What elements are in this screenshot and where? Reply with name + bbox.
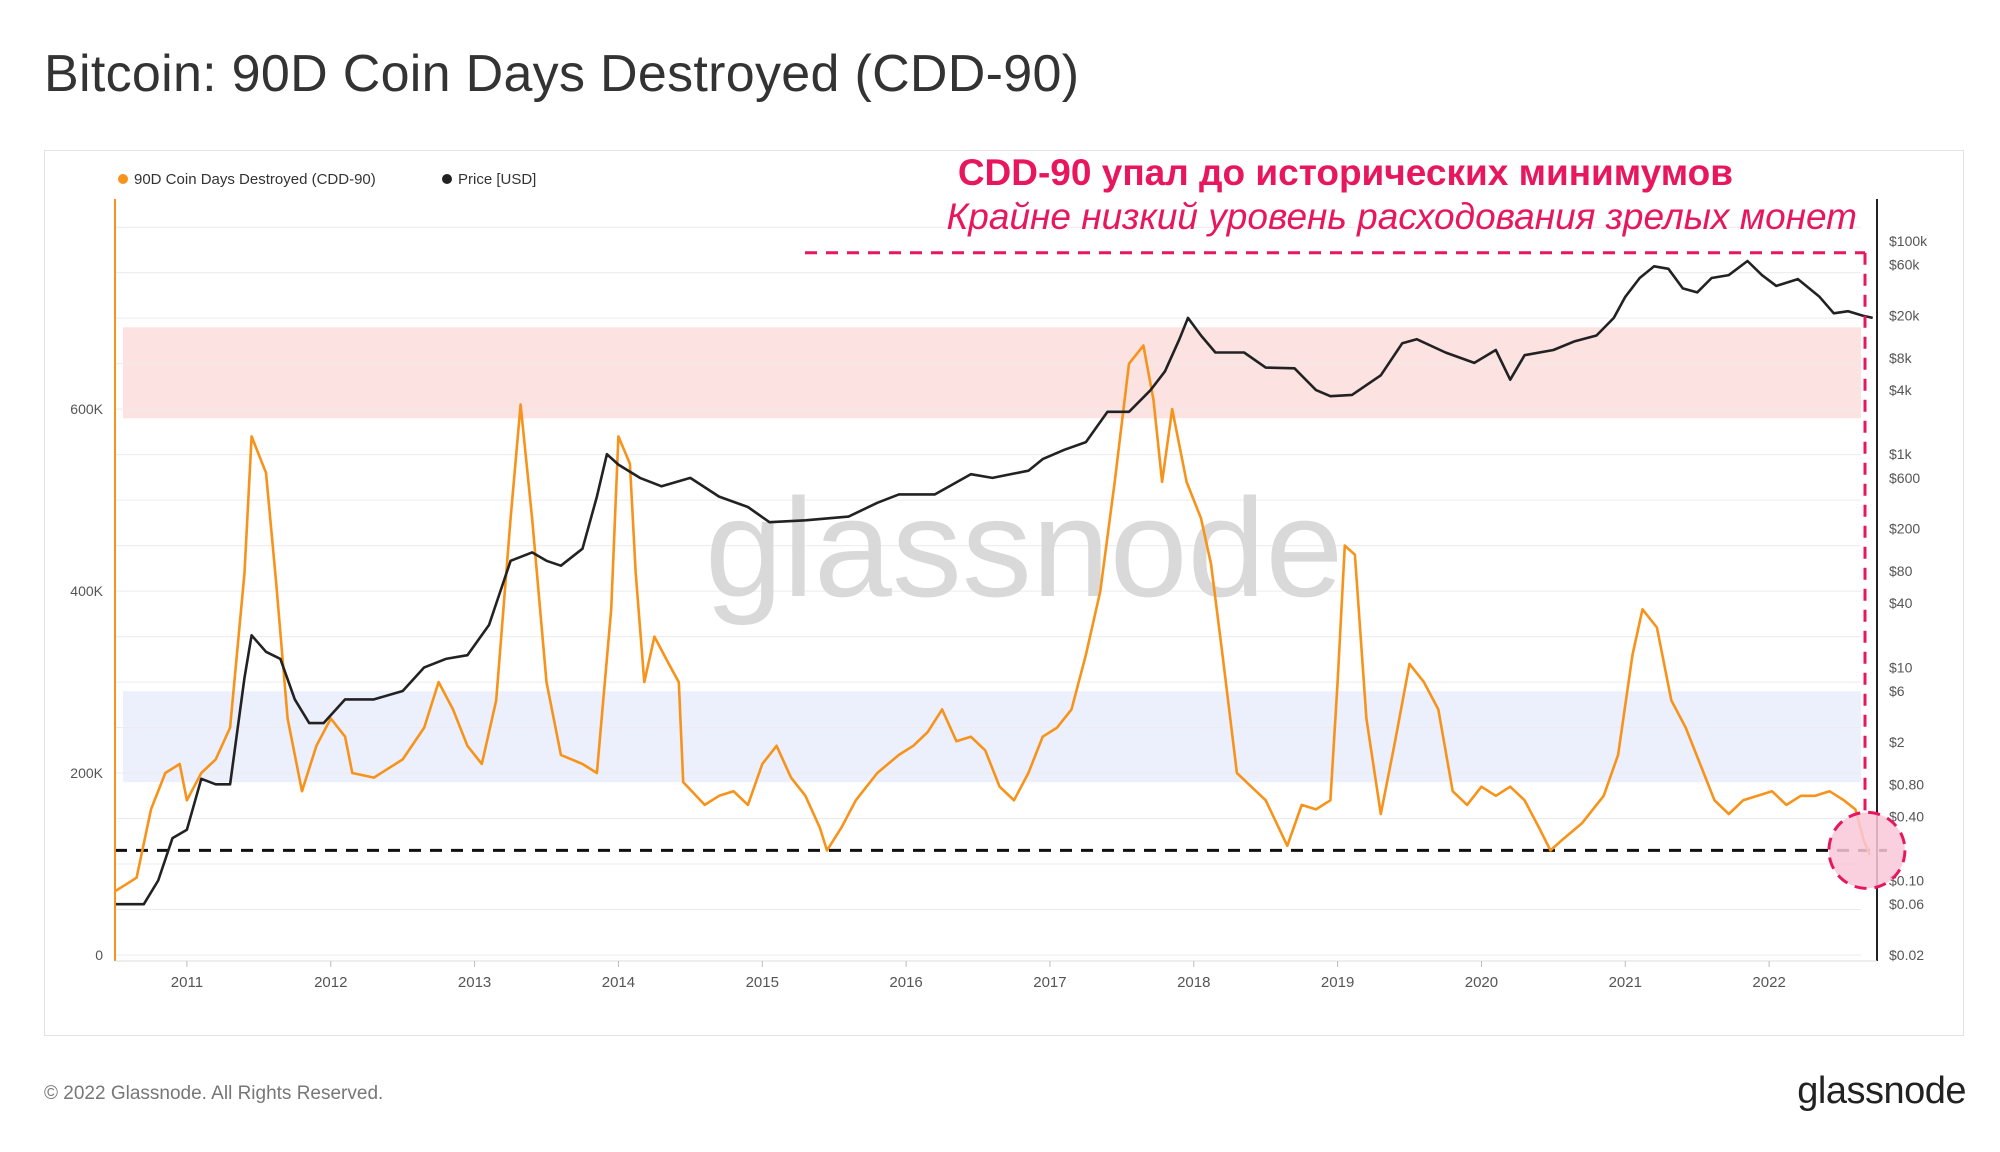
y-right-tick-label: $0.80: [1889, 776, 1924, 792]
y-right-tick-label: $60k: [1889, 257, 1920, 273]
y-right-tick-label: $2: [1889, 734, 1905, 750]
y-left-tick-label: 200K: [70, 765, 103, 781]
chart-panel: glassnode 0 200K 400K 600K $0.02 $0.06 $0.10 $0…: [44, 150, 1964, 1036]
legend-item-cdd[interactable]: 90D Coin Days Destroyed (CDD-90): [118, 171, 376, 188]
x-tick-label: 2021: [1609, 974, 1642, 991]
y-right-tick-label: $600: [1889, 470, 1920, 486]
y-right-tick-label: $4k: [1889, 382, 1913, 398]
x-tick-label: 2022: [1752, 974, 1785, 991]
legend-label-cdd: 90D Coin Days Destroyed (CDD-90): [134, 171, 376, 188]
cdd-90-line[interactable]: [114, 344, 1871, 893]
legend-item-price[interactable]: Price [USD]: [442, 171, 536, 188]
x-tick-label: 2019: [1321, 974, 1354, 991]
y-right-tick-label: $20k: [1889, 308, 1920, 324]
x-tick-label: 2018: [1177, 974, 1210, 991]
annotation-subline: Крайне низкий уровень расходования зрелы…: [946, 196, 1857, 237]
annotation-headline: CDD-90 упал до исторических минимумов: [958, 152, 1733, 193]
page-title: Bitcoin: 90D Coin Days Destroyed (CDD-90…: [44, 45, 1080, 103]
x-tick-label: 2011: [171, 974, 203, 991]
y-right-tick-label: $0.02: [1889, 947, 1924, 963]
x-tick-label: 2017: [1033, 974, 1066, 991]
y-right-tick-label: $0.40: [1889, 808, 1924, 824]
legend-label-price: Price [USD]: [458, 171, 536, 188]
y-right-tick-label: $80: [1889, 563, 1913, 579]
chart-svg: glassnode 0 200K 400K 600K $0.02 $0.06 $0.10 $0…: [70, 152, 1928, 991]
y-left-tick-label: 400K: [70, 583, 103, 599]
legend-dot-price: [442, 174, 452, 184]
x-tick-label: 2012: [314, 974, 347, 991]
legend: 90D Coin Days Destroyed (CDD-90) Price […: [118, 171, 536, 188]
x-tick-label: 2013: [458, 974, 491, 991]
glassnode-logo[interactable]: glassnode: [1797, 1070, 1966, 1112]
copyright: © 2022 Glassnode. All Rights Reserved.: [44, 1083, 384, 1104]
y-right-tick-label: $1k: [1889, 446, 1913, 462]
y-right-tick-label: $40: [1889, 595, 1913, 611]
x-tick-label: 2016: [889, 974, 922, 991]
y-right-tick-label: $0.06: [1889, 896, 1924, 912]
y-left-tick-label: 0: [95, 947, 103, 963]
watermark: glassnode: [705, 469, 1343, 626]
y-right-tick-label: $200: [1889, 521, 1920, 537]
x-tick-label: 2015: [746, 974, 779, 991]
y-right-tick-label: $8k: [1889, 350, 1913, 366]
y-right-tick-label: $6: [1889, 683, 1905, 699]
price-line[interactable]: [115, 259, 1873, 906]
x-tick-label: 2020: [1465, 974, 1498, 991]
annotation-highlight-circle[interactable]: [1827, 810, 1907, 890]
y-right-tick-label: $10: [1889, 659, 1913, 675]
high-band: [123, 327, 1861, 419]
y-right-tick-label: $100k: [1889, 233, 1928, 249]
y-left-tick-label: 600K: [70, 401, 103, 417]
y-right-tick-label: $0.10: [1889, 873, 1924, 889]
legend-dot-cdd: [118, 174, 128, 184]
x-tick-label: 2014: [602, 974, 635, 991]
